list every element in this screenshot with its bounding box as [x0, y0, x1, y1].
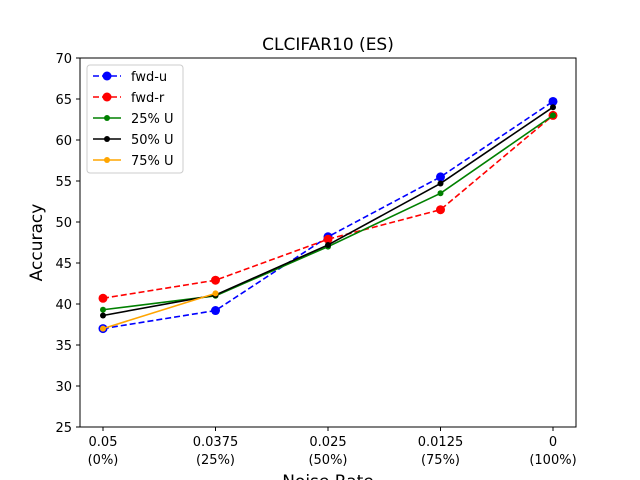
legend-swatch-marker — [102, 92, 112, 102]
data-point — [323, 234, 333, 244]
legend-item: 25% U — [93, 112, 174, 127]
series-fwd-r — [98, 110, 558, 303]
data-point — [437, 190, 444, 197]
y-tick-label: 70 — [55, 52, 72, 67]
x-tick-label: 0.0375 (25%) — [193, 435, 239, 468]
y-axis: 25 30 35 40 45 50 55 60 65 70 — [55, 52, 80, 436]
x-tick-label: 0 (100%) — [529, 435, 576, 468]
x-tick-label: 0.05 (0%) — [88, 435, 119, 468]
data-point — [100, 325, 106, 332]
legend-label: 25% U — [131, 112, 174, 127]
data-point — [211, 275, 220, 285]
y-tick-label: 55 — [55, 175, 72, 190]
data-point — [437, 180, 444, 187]
y-tick-label: 65 — [55, 93, 72, 108]
y-tick-label: 50 — [55, 216, 72, 231]
chart-title: CLCIFAR10 (ES) — [262, 35, 394, 55]
series-line — [102, 292, 216, 330]
legend-item: 75% U — [93, 154, 174, 169]
data-point — [550, 112, 556, 119]
legend-item: fwd-r — [93, 91, 165, 106]
legend-label: 75% U — [131, 154, 174, 169]
legend-box — [86, 64, 184, 174]
legend-item: fwd-u — [93, 70, 167, 85]
y-axis-label: Accuracy — [27, 204, 47, 282]
legend-label: fwd-u — [131, 70, 167, 85]
data-point — [100, 312, 106, 319]
y-tick-label: 45 — [55, 257, 72, 272]
x-tick-label: 0.0125 (75%) — [418, 435, 464, 468]
y-tick-label: 30 — [55, 380, 72, 395]
data-point — [325, 241, 331, 248]
series-line — [102, 114, 554, 300]
series-75-u — [100, 290, 219, 332]
data-point — [548, 96, 558, 106]
legend-label: 50% U — [131, 133, 174, 148]
data-point — [100, 306, 106, 313]
legend-swatch-marker — [104, 157, 110, 163]
legend-swatch-marker — [104, 136, 110, 142]
data-point — [212, 290, 219, 297]
legend-label: fwd-r — [131, 91, 165, 106]
series-50-u — [100, 104, 556, 319]
data-point — [211, 306, 220, 316]
legend-item: 50% U — [93, 133, 174, 148]
y-tick-label: 35 — [55, 339, 72, 354]
x-tick-label: 0.025 (50%) — [308, 435, 347, 468]
data-point — [436, 172, 445, 182]
series-layer — [98, 96, 558, 334]
y-tick-label: 25 — [55, 421, 72, 436]
legend-swatch-marker — [104, 115, 110, 121]
data-point — [550, 104, 556, 111]
legend-swatch-marker — [102, 71, 112, 81]
x-axis: 0.05 (0%) 0.0375 (25%) 0.025 (50%) 0.0125 (75%)… — [88, 427, 577, 468]
y-tick-label: 60 — [55, 134, 72, 149]
x-axis-label: Noise Rate — [282, 472, 374, 480]
data-point — [98, 293, 108, 303]
data-point — [436, 205, 445, 215]
y-tick-label: 40 — [55, 298, 72, 313]
legend: fwd-u fwd-r 25% U 50% U 75% U — [86, 64, 184, 174]
